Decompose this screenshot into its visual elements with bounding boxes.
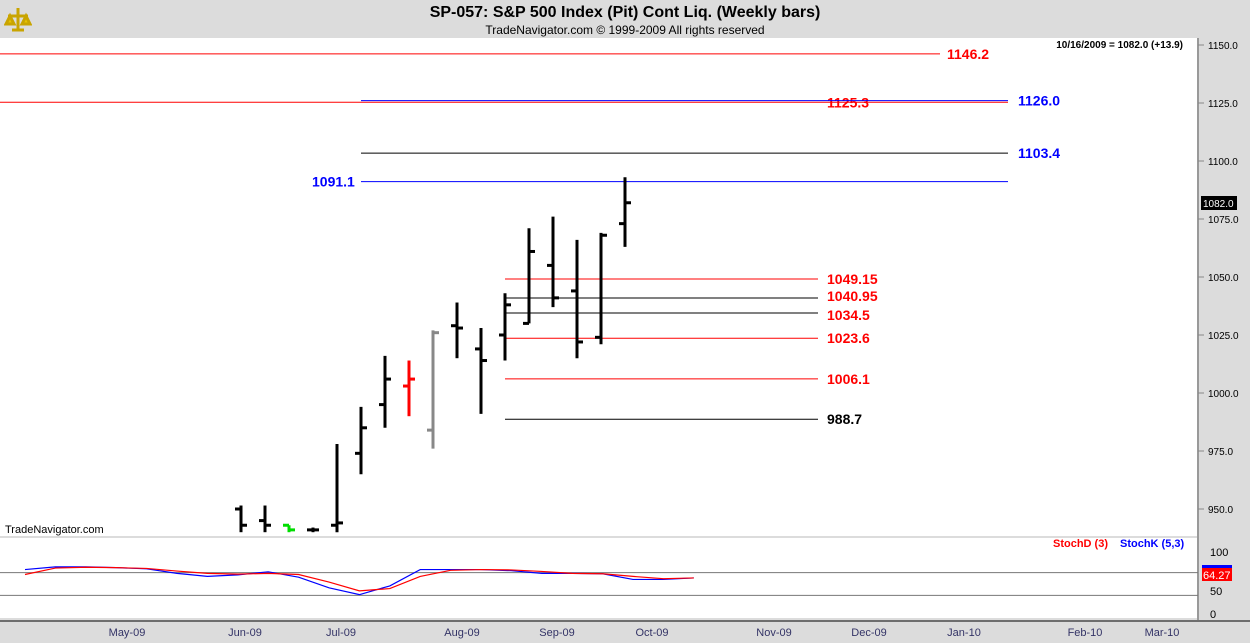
ohlc-bar	[571, 239, 583, 359]
y-tick-label: 1050.0	[1208, 273, 1239, 284]
watermark: TradeNavigator.com	[5, 524, 104, 536]
ohlc-bar	[475, 328, 487, 414]
y-tick-label: 950.0	[1208, 505, 1233, 516]
copyright: TradeNavigator.com © 1999-2009 All right…	[485, 23, 765, 37]
x-tick-label: Jul-09	[326, 627, 356, 639]
ohlc-bar	[499, 293, 511, 361]
stoch-value-tag: 64.27	[1203, 570, 1231, 582]
last-price-tag-bg	[1201, 196, 1237, 210]
stoch-ytick: 50	[1210, 586, 1222, 598]
header: SP-057: S&P 500 Index (Pit) Cont Liq. (W…	[0, 0, 1250, 38]
level-label: 1023.6	[827, 330, 870, 346]
ohlc-bar	[331, 444, 343, 533]
y-tick-label: 1125.0	[1208, 99, 1238, 110]
ohlc-bar	[307, 527, 319, 533]
x-tick-label: Dec-09	[851, 627, 886, 639]
level-label: 1040.95	[827, 288, 878, 304]
ohlc-bar	[427, 330, 439, 449]
y-tick-label: 1100.0	[1208, 157, 1238, 168]
level-label: 1146.2	[947, 46, 989, 62]
ohlc-bar	[451, 302, 463, 359]
price-panel	[0, 38, 1198, 536]
ohlc-bar	[259, 505, 271, 533]
x-tick-label: Aug-09	[444, 627, 479, 639]
indicator-panel	[0, 538, 1198, 618]
level-label: 1049.15	[827, 271, 878, 287]
level-label: 1091.1	[312, 174, 355, 190]
stochd-label: StochD (3)	[1053, 538, 1108, 550]
stoch-ytick: 0	[1210, 609, 1216, 621]
x-tick-label: May-09	[109, 627, 146, 639]
ohlc-bar	[283, 523, 295, 533]
x-tick-label: Jun-09	[228, 627, 262, 639]
ohlc-bar	[523, 228, 535, 325]
last-quote: 10/16/2009 = 1082.0 (+13.9)	[1056, 40, 1183, 51]
ohlc-bar	[235, 505, 247, 533]
y-tick-label: 975.0	[1208, 447, 1233, 458]
y-tick-label: 1150.0	[1208, 41, 1238, 52]
ohlc-bar	[403, 360, 415, 417]
stochk-label: StochK (5,3)	[1120, 538, 1185, 550]
level-label: 1125.3	[827, 94, 869, 110]
ohlc-bar	[547, 216, 559, 308]
y-tick-label: 1075.0	[1208, 215, 1239, 226]
x-tick-label: Jan-10	[947, 627, 981, 639]
level-label: 1126.0	[1018, 93, 1060, 109]
last-price-tag: 1082.0	[1203, 199, 1234, 210]
x-tick-label: Nov-09	[756, 627, 791, 639]
stoch-value-tag-bg	[1202, 568, 1232, 581]
level-label: 1006.1	[827, 371, 870, 387]
ohlc-bar	[355, 406, 367, 475]
stoch-ytick: 100	[1210, 547, 1228, 559]
level-label: 1034.5	[827, 307, 870, 323]
ohlc-bar	[379, 355, 391, 428]
x-tick-label: Feb-10	[1068, 627, 1103, 639]
ohlc-bar	[595, 232, 607, 345]
y-tick-label: 1025.0	[1208, 331, 1239, 342]
level-label: 988.7	[827, 411, 862, 427]
trade-navigator-logo-icon	[3, 6, 33, 32]
ohlc-bar	[619, 177, 631, 247]
x-tick-label: Mar-10	[1145, 627, 1180, 639]
x-tick-label: Sep-09	[539, 627, 574, 639]
level-label: 1103.4	[1018, 145, 1060, 161]
chart-title: SP-057: S&P 500 Index (Pit) Cont Liq. (W…	[429, 4, 821, 21]
y-tick-label: 1000.0	[1208, 389, 1239, 400]
x-tick-label: Oct-09	[635, 627, 668, 639]
stochd-line	[24, 566, 694, 592]
